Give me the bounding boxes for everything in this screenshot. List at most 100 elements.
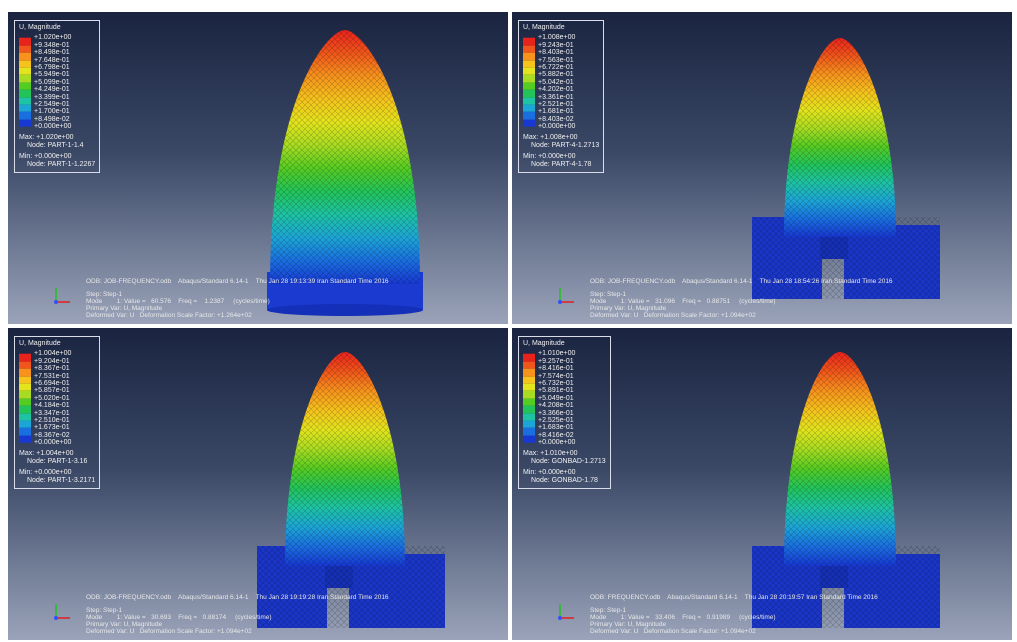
- legend-row: +2.525e-01: [523, 416, 606, 429]
- legend-row: +4.184e-01: [19, 402, 95, 414]
- legend-label: +4.202e-01: [538, 86, 574, 94]
- legend-swatch: [523, 75, 535, 83]
- base-bottom: [267, 304, 423, 316]
- legend-label: +4.184e-01: [34, 402, 70, 410]
- legend-stats: Max: +1.008e+00 Node: PART-4-1.2713: [523, 134, 599, 149]
- legend-stats: Min: +0.000e+00 Node: PART-4-1.78: [523, 153, 599, 168]
- legend-row: +3.399e-01: [19, 93, 95, 105]
- legend-label: +5.042e-01: [538, 78, 574, 86]
- legend-label: +2.525e-01: [538, 416, 574, 424]
- legend-row: +1.010e+00: [523, 350, 606, 362]
- legend-label: +8.498e-02: [34, 115, 70, 123]
- min-value: Min: +0.000e+00: [523, 469, 576, 477]
- legend-row: +1.681e-01: [523, 108, 599, 120]
- legend-label: +3.361e-01: [538, 93, 574, 101]
- legend-swatch: [19, 38, 31, 46]
- step-info: Step: Step-1 Mode 1: Value = 30.693 Freq …: [86, 607, 272, 635]
- legend-swatch: [523, 354, 535, 362]
- legend-label: +5.891e-01: [538, 387, 574, 395]
- axis-z: [558, 616, 562, 620]
- legend-row: +0.000e+00: [19, 123, 95, 130]
- step-deformed: Deformed Var: U Deformation Scale Factor…: [590, 628, 756, 635]
- legend-row: +0.000e+00: [19, 439, 95, 446]
- legend-row: +5.042e-01: [523, 78, 599, 90]
- legend-swatch: [19, 119, 31, 127]
- min-value: Min: +0.000e+00: [19, 469, 72, 477]
- step-primary: Primary Var: U, Magnitude: [590, 621, 667, 628]
- max-value: Max: +1.010e+00: [523, 450, 578, 458]
- step-info: Step: Step-1 Mode 1: Value = 60.576 Freq …: [86, 291, 270, 319]
- legend-swatch: [19, 82, 31, 90]
- odb-info: ODB: JOB-FREQUENCY.odb Abaqus/Standard 6…: [86, 594, 389, 601]
- legend-swatch: [523, 97, 535, 105]
- legend-label: +1.681e-01: [538, 108, 574, 116]
- legend-swatch: [523, 428, 535, 436]
- max-node: Node: GONBAD-1.2713: [531, 457, 606, 465]
- legend-row: +7.648e-01: [19, 57, 95, 68]
- legend-label: +4.249e-01: [34, 86, 70, 94]
- step-mode: Mode 1: Value = 33.406 Freq = 0.91989 (c…: [590, 614, 776, 621]
- legend-label: +6.732e-01: [538, 379, 574, 387]
- legend-row: +8.403e-02: [523, 116, 599, 127]
- legend-row: +8.498e-01: [19, 49, 95, 61]
- legend-row: +5.049e-01: [523, 395, 606, 406]
- legend-stats: Max: +1.010e+00 Node: GONBAD-1.2713: [523, 450, 606, 465]
- legend-stats: Min: +0.000e+00 Node: PART-1-3.2171: [19, 469, 95, 484]
- max-node: Node: PART-1-3.16: [27, 457, 88, 465]
- legend-stats: Max: +1.020e+00 Node: PART-1-1.4: [19, 134, 95, 149]
- legend-swatch: [19, 361, 31, 369]
- legend-row: +4.202e-01: [523, 86, 599, 98]
- legend-label: +7.574e-01: [538, 372, 574, 380]
- legend-title: U, Magnitude: [523, 24, 565, 31]
- legend-swatch: [523, 376, 535, 384]
- legend-swatch: [19, 428, 31, 436]
- legend-row: +6.732e-01: [523, 379, 606, 392]
- legend-swatch: [19, 97, 31, 105]
- legend-label: +5.949e-01: [34, 71, 70, 79]
- legend-swatch: [523, 391, 535, 399]
- legend-swatch: [19, 354, 31, 362]
- legend-swatch: [523, 368, 535, 377]
- viewport: U, Magnitude +1.008e+00 +9.243e-01 +8.403e-…: [512, 12, 1012, 324]
- legend-swatch: [523, 45, 535, 53]
- axis-z: [54, 616, 58, 620]
- legend-label: +9.204e-01: [34, 357, 70, 365]
- legend-label: +8.416e-01: [538, 365, 574, 373]
- step-primary: Primary Var: U, Magnitude: [86, 305, 163, 312]
- legend-swatch: [19, 405, 31, 414]
- axis-z: [558, 300, 562, 304]
- legend-swatch: [523, 38, 535, 46]
- legend-label: +3.399e-01: [34, 93, 70, 101]
- legend-label: +8.498e-01: [34, 49, 70, 57]
- viewport: U, Magnitude +1.010e+00 +9.257e-01 +8.416e-…: [512, 328, 1012, 640]
- legend-label: +0.000e+00: [34, 439, 72, 447]
- legend-swatch: [19, 376, 31, 384]
- step-primary: Primary Var: U, Magnitude: [86, 621, 163, 628]
- legend-row: +5.882e-01: [523, 71, 599, 83]
- legend-swatch: [523, 420, 535, 429]
- legend-label: +1.020e+00: [34, 34, 72, 42]
- legend-row: +9.348e-01: [19, 42, 95, 53]
- step-deformed: Deformed Var: U Deformation Scale Factor…: [86, 312, 252, 319]
- legend-swatch: [19, 45, 31, 53]
- legend-row: +5.857e-01: [19, 387, 95, 399]
- legend-row: +8.416e-01: [523, 365, 606, 377]
- legend-row: +5.891e-01: [523, 387, 606, 399]
- legend-row: +4.208e-01: [523, 402, 606, 414]
- legend-swatch: [19, 89, 31, 98]
- legend-row: +3.361e-01: [523, 93, 599, 105]
- legend-label: +5.857e-01: [34, 387, 70, 395]
- step-step: Step: Step-1: [86, 291, 123, 298]
- legend-row: +9.257e-01: [523, 357, 606, 369]
- legend-swatch: [19, 112, 31, 120]
- legend-swatch: [523, 435, 535, 443]
- step-step: Step: Step-1: [86, 607, 123, 614]
- legend-label: +5.882e-01: [538, 71, 574, 79]
- legend-label: +9.257e-01: [538, 357, 574, 365]
- odb-info: ODB: JOB-FREQUENCY.odb Abaqus/Standard 6…: [86, 278, 389, 285]
- legend-label: +0.000e+00: [538, 123, 576, 131]
- legend-title: U, Magnitude: [19, 340, 61, 347]
- legend-title: U, Magnitude: [19, 24, 61, 31]
- legend-row: +8.367e-02: [19, 432, 95, 443]
